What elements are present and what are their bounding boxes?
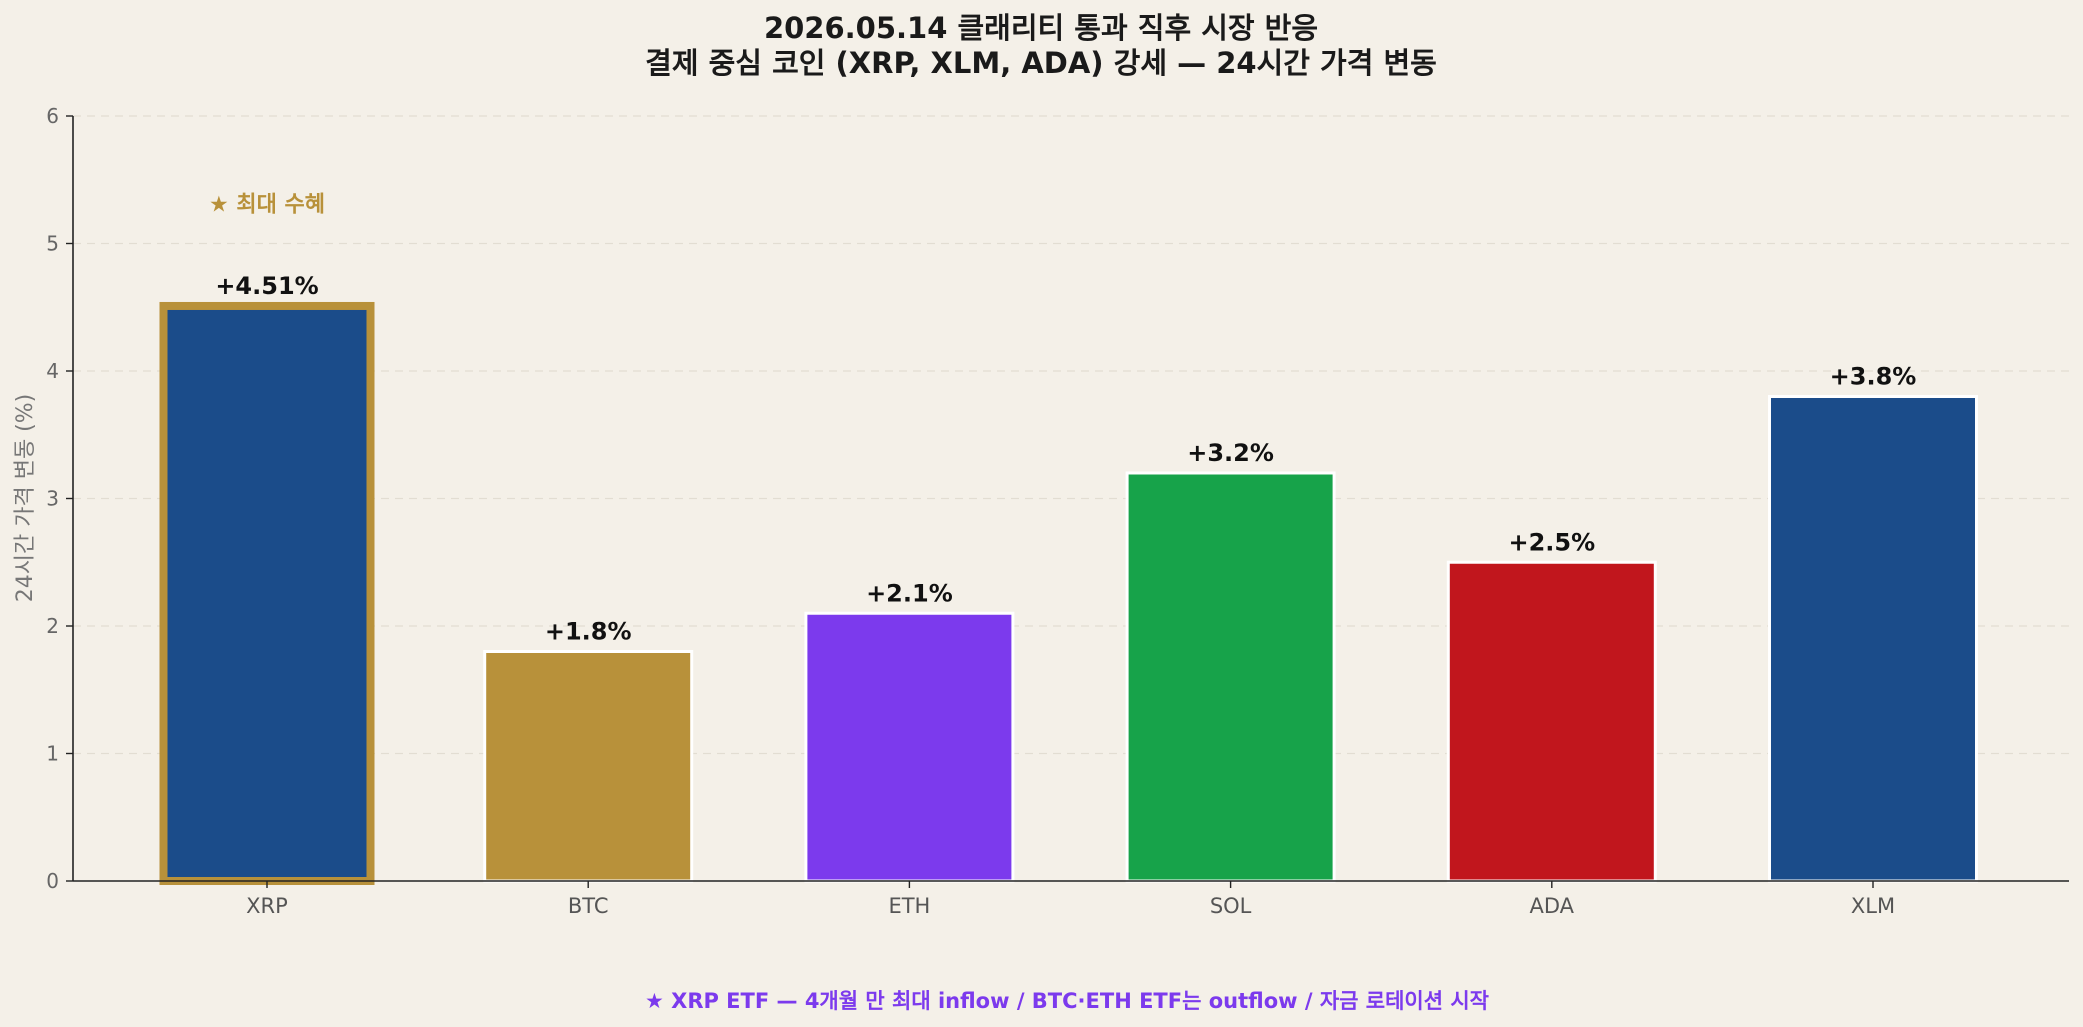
bars [159, 301, 1978, 886]
y-tick-label: 0 [46, 869, 59, 893]
bar-xlm [1768, 395, 1978, 883]
data-label-ada: +2.5% [1508, 528, 1595, 556]
y-tick-label: 1 [46, 742, 59, 766]
y-tick-label: 5 [46, 232, 59, 256]
gridlines [73, 115, 2069, 755]
x-tick-label-xlm: XLM [1851, 894, 1895, 918]
y-tick-label: 3 [46, 487, 59, 511]
y-tick-label: 6 [46, 104, 59, 128]
tick-labels: 0 1 2 3 4 5 6 XRP BTC ETH SOL ADA XLM [46, 104, 1895, 918]
x-tick-label-xrp: XRP [246, 894, 288, 918]
data-label-eth: +2.1% [866, 579, 953, 607]
x-tick-label-ada: ADA [1530, 894, 1575, 918]
data-label-btc: +1.8% [545, 618, 632, 646]
data-labels: +4.51% ★ 최대 수혜 +1.8% +2.1% +3.2% +2.5% +3.8% [209, 193, 1916, 646]
bar-sol [1125, 471, 1336, 883]
bar-ada [1446, 560, 1657, 883]
x-tick-label-sol: SOL [1210, 894, 1252, 918]
data-label-sol: +3.2% [1187, 439, 1274, 467]
highlight-annotation: ★ 최대 수혜 [209, 193, 325, 218]
y-tick-label: 2 [46, 614, 59, 638]
x-tick-label-eth: ETH [888, 894, 930, 918]
data-label-xlm: +3.8% [1830, 363, 1917, 391]
chart-subtitle: 결제 중심 코인 (XRP, XLM, ADA) 강세 — 24시간 가격 변동 [645, 46, 1437, 80]
x-tick-label-btc: BTC [568, 894, 609, 918]
data-label-xrp: +4.51% [215, 272, 318, 300]
y-tick-label: 4 [46, 359, 59, 383]
bar-eth [804, 611, 1015, 883]
bar-btc [483, 650, 694, 883]
y-axis-label: 24시간 가격 변동 (%) [13, 394, 38, 602]
chart-title: 2026.05.14 클래리티 통과 직후 시장 반응 [764, 11, 1318, 45]
bar-xrp [159, 301, 375, 886]
footnote: ★ XRP ETF — 4개월 만 최대 inflow / BTC·ETH ET… [645, 989, 1489, 1013]
